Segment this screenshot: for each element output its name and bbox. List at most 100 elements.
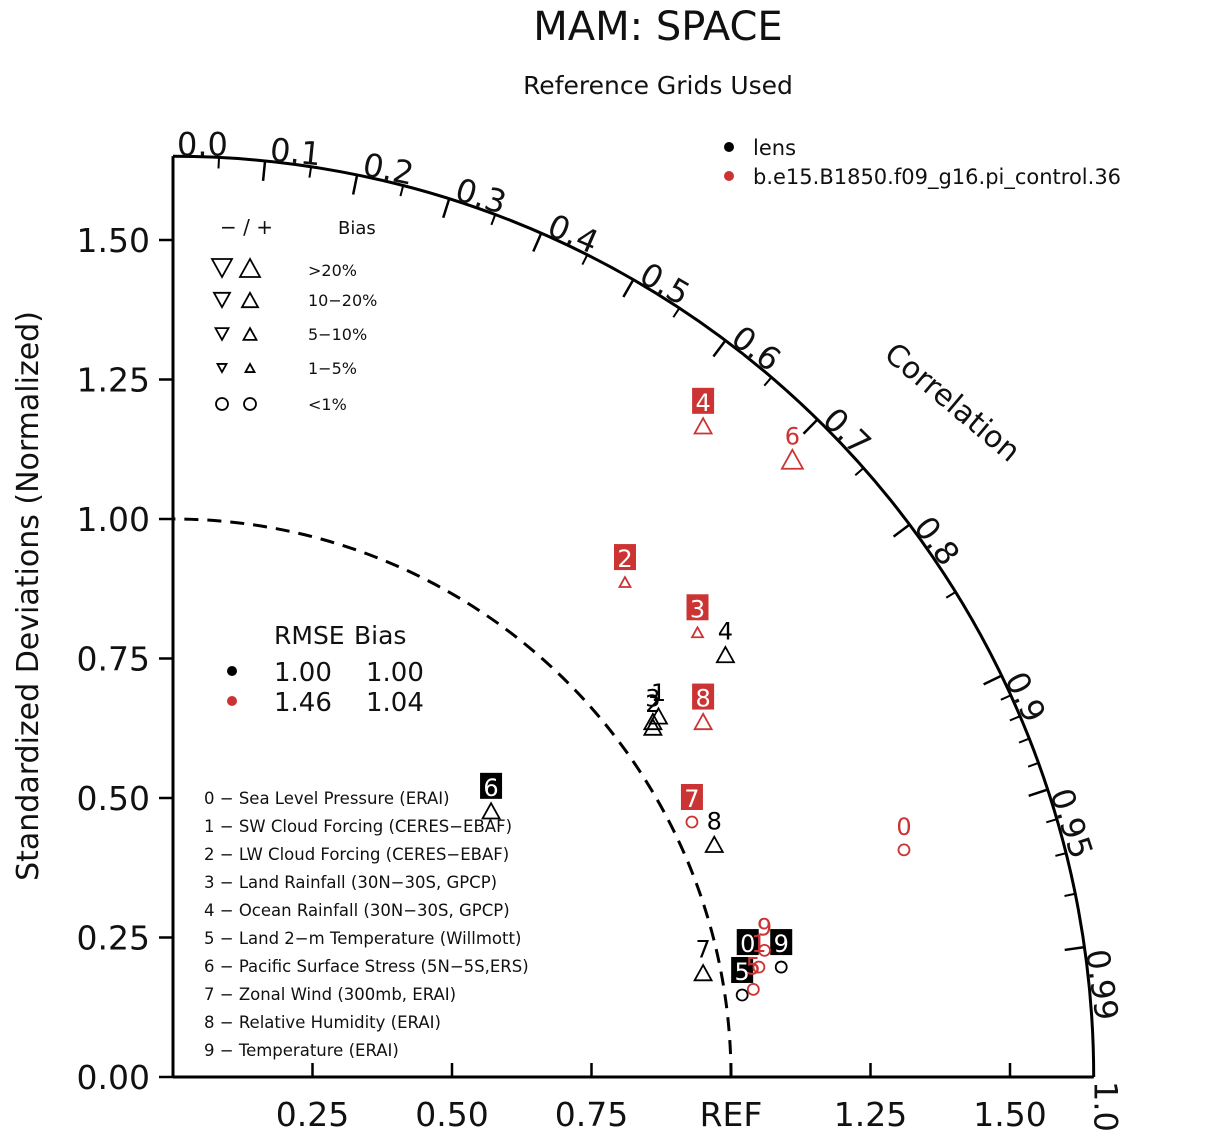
correlation-minor-tick — [581, 254, 589, 266]
correlation-tick-label: 0.3 — [451, 170, 511, 222]
bias-legend-header: Bias — [338, 218, 376, 239]
data-point-pi-control-3: 3 — [686, 594, 709, 639]
y-axis-label: Standardized Deviations (Normalized) — [11, 311, 46, 881]
point-marker — [693, 712, 714, 731]
point-label: 4 — [718, 618, 733, 646]
reference-std-circle — [172, 517, 733, 1078]
point-label: 5 — [746, 952, 761, 980]
variable-item: 1 − SW Cloud Forcing (CERES−EBAF) — [204, 817, 512, 836]
point-marker — [642, 717, 663, 736]
bias-legend-row-label: 10−20% — [308, 291, 377, 310]
stats-legend: RMSE Bias 1.00 1.00 1.46 1.04 — [227, 621, 424, 718]
variable-item: 6 − Pacific Surface Stress (5N−5S,ERS) — [204, 957, 529, 976]
correlation-tick-label: 0.8 — [906, 509, 967, 573]
data-point-pi-control-7: 7 — [680, 784, 703, 829]
data-point-pi-control-9: 9 — [757, 913, 772, 957]
data-point-pi-control-6: 6 — [780, 422, 805, 470]
point-marker — [481, 801, 502, 820]
x-tick-label: 0.50 — [415, 1095, 488, 1134]
stats-header-bias: Bias — [354, 621, 406, 650]
variable-item: 8 − Relative Humidity (ERAI) — [204, 1013, 441, 1032]
point-label: 0 — [896, 813, 911, 841]
bias-legend-neg-triangle — [212, 291, 232, 310]
point-label: 4 — [695, 389, 710, 417]
point-label: 9 — [757, 913, 772, 941]
point-marker — [685, 815, 699, 829]
data-point-lens-8: 8 — [704, 807, 725, 853]
legend-dot-pi-control — [724, 171, 734, 181]
stats-bias-lens: 1.00 — [366, 658, 424, 688]
point-marker — [774, 960, 788, 974]
stats-dot-lens — [227, 666, 237, 676]
data-point-lens-5: 5 — [731, 956, 754, 1002]
stats-dot-pi-control — [227, 696, 237, 706]
y-tick-label: 1.00 — [77, 500, 150, 539]
point-marker — [752, 960, 766, 974]
variable-item: 2 − LW Cloud Forcing (CERES−EBAF) — [204, 845, 509, 864]
stats-rmse-lens: 1.00 — [274, 658, 332, 688]
point-marker — [642, 712, 663, 731]
bias-legend-pos-triangle — [243, 362, 257, 373]
data-point-pi-control-0: 0 — [896, 813, 912, 857]
point-label: 1 — [651, 679, 666, 707]
point-label-box — [692, 387, 715, 414]
x-tick-label: REF — [700, 1095, 763, 1134]
x-tick-label: 0.75 — [555, 1095, 628, 1134]
correlation-arc — [172, 154, 1096, 1078]
bias-legend-row-label: 1−5% — [308, 359, 357, 378]
data-point-pi-control-5: 5 — [746, 952, 761, 996]
bias-legend-neg-circle — [215, 397, 229, 411]
point-label-box — [736, 929, 759, 956]
point-label-box — [770, 929, 793, 956]
correlation-minor-tick — [217, 157, 221, 169]
point-label: 7 — [695, 936, 710, 964]
data-point-lens-2: 2 — [642, 690, 663, 736]
correlation-tick — [442, 198, 451, 219]
correlation-tick-label: 0.95 — [1042, 784, 1100, 864]
correlation-tick-label: 0.2 — [360, 145, 417, 192]
point-label-box — [686, 594, 709, 621]
correlation-tick — [983, 674, 1003, 686]
correlation-axis-label: Correlation — [877, 336, 1026, 469]
correlation-minor-tick — [1046, 818, 1058, 824]
point-marker — [746, 983, 760, 996]
correlation-minor-tick — [1000, 694, 1012, 701]
point-label-box — [613, 544, 636, 571]
y-tick-label: 1.25 — [77, 361, 150, 400]
data-point-lens-0: 0 — [736, 929, 759, 974]
variable-item: 4 − Ocean Rainfall (30N−30S, GPCP) — [204, 901, 510, 920]
point-marker — [897, 843, 911, 857]
correlation-minor-tick — [308, 166, 313, 178]
correlation-tick-label: 1.0 — [1087, 1081, 1125, 1132]
stats-header-rmse: RMSE — [274, 621, 345, 650]
correlation-tick — [622, 279, 635, 298]
correlation-tick-label: 0.6 — [724, 318, 788, 379]
variable-item: 0 − Sea Level Pressure (ERAI) — [204, 789, 450, 808]
point-label-box — [692, 683, 715, 710]
correlation-tick-label: 0.7 — [815, 400, 878, 463]
point-marker — [780, 447, 805, 470]
bias-legend-row-label: 5−10% — [308, 325, 367, 344]
point-label: 2 — [617, 545, 632, 573]
correlation-tick — [892, 523, 911, 538]
correlation-tick-label: 0.1 — [268, 130, 322, 173]
y-tick-label: 0.00 — [77, 1058, 150, 1097]
reference-circle-layer — [172, 517, 733, 1078]
variable-list: 0 − Sea Level Pressure (ERAI) 1 − SW Clo… — [204, 789, 529, 1060]
legend-dot-lens — [724, 142, 734, 152]
data-point-lens-9: 9 — [770, 929, 793, 974]
point-label: 5 — [735, 958, 750, 986]
point-label: 7 — [684, 785, 699, 813]
axes: 0.000.250.500.751.001.251.500.25 0.50 0.75… — [77, 125, 1126, 1134]
point-marker — [693, 963, 714, 982]
x-tick-label: 0.25 — [276, 1095, 349, 1134]
correlation-minor-tick — [1064, 892, 1076, 897]
correlation-tick — [712, 339, 727, 358]
correlation-minor-tick — [1027, 761, 1039, 768]
point-label: 2 — [645, 690, 660, 718]
point-label: 3 — [690, 595, 705, 623]
correlation-minor-tick — [1018, 737, 1030, 744]
point-marker — [715, 645, 736, 664]
point-label: 1 — [751, 930, 766, 958]
bias-legend-pos-triangle — [238, 257, 262, 278]
